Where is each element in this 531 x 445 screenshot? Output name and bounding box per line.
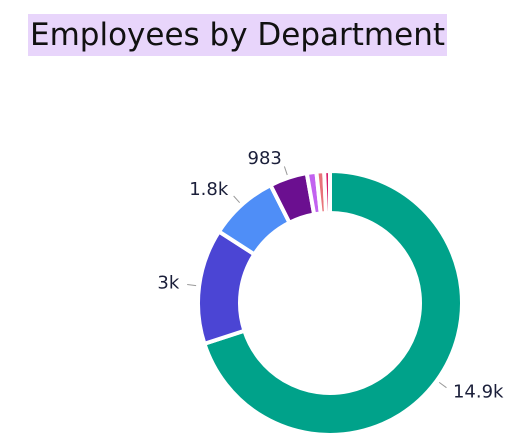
leader-line (283, 166, 288, 176)
leader-line (233, 195, 241, 204)
data-label: 3k (157, 272, 179, 293)
leader-line (187, 283, 197, 287)
data-label: 1.8k (189, 179, 229, 200)
data-label: 983 (248, 148, 282, 169)
donut-slice (202, 169, 464, 437)
donut-slice (322, 168, 332, 216)
leader-line (438, 381, 447, 389)
data-label: 14.9k (453, 381, 504, 402)
chart-title: Employees by Department (28, 14, 448, 56)
